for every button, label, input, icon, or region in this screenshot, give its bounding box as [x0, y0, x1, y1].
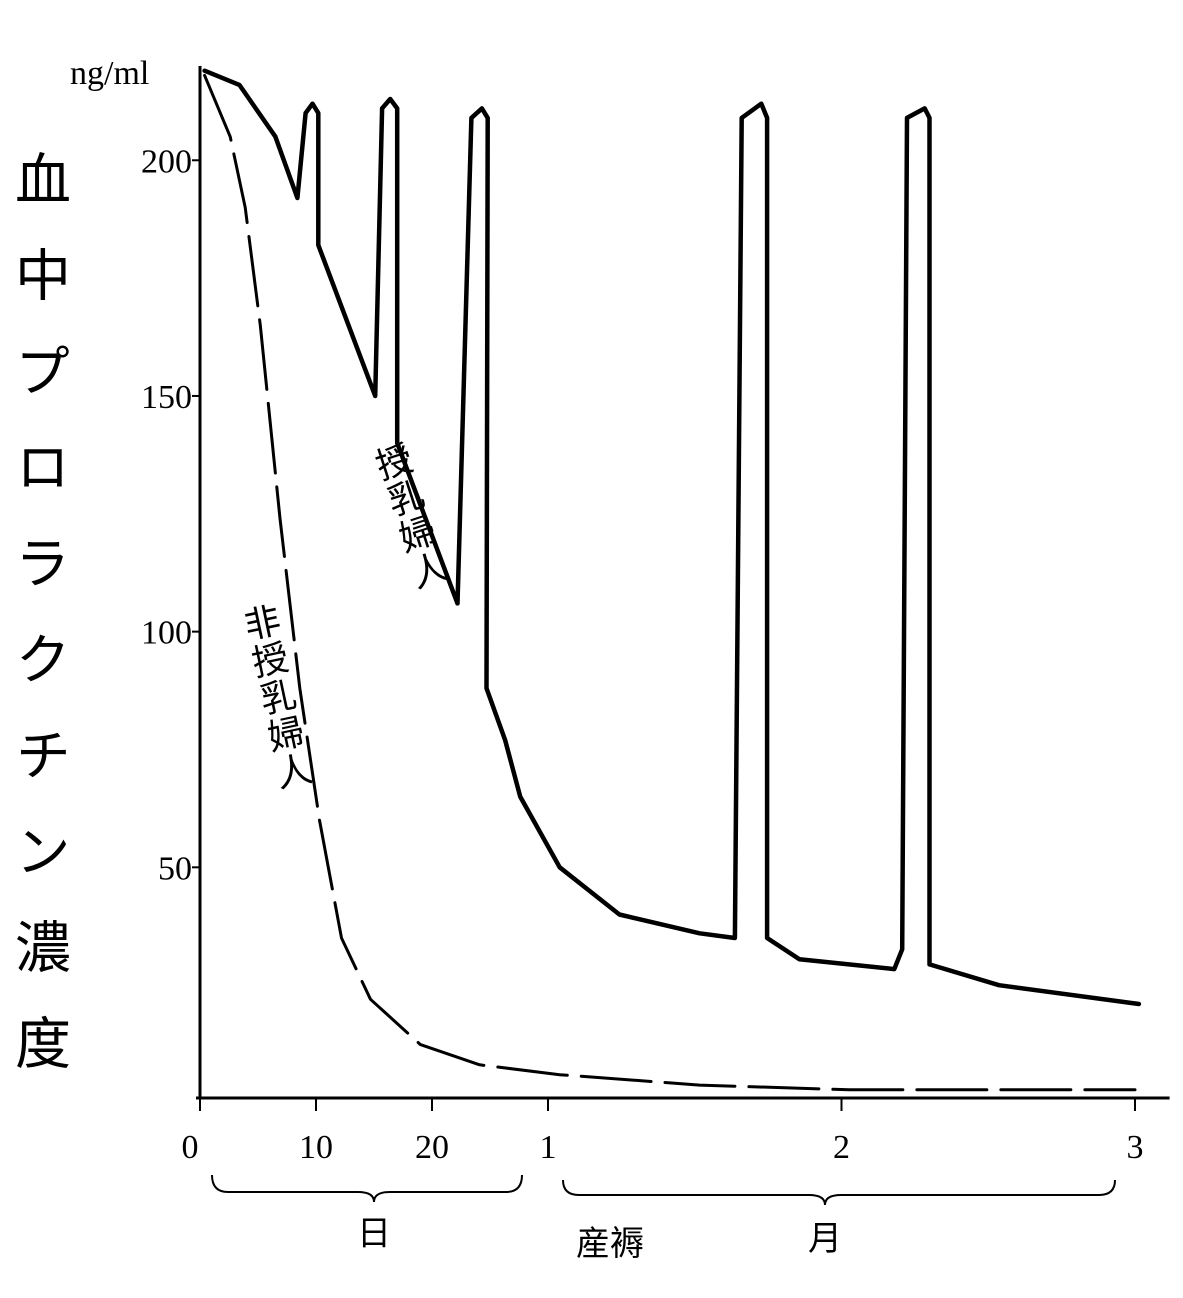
x-group-label: 月: [808, 1219, 842, 1259]
x-group-label: 日: [357, 1214, 391, 1254]
y-tick-label: 50: [158, 850, 192, 887]
x-tick-label: 20: [415, 1129, 449, 1166]
line-series: [202, 68, 1142, 1007]
y-tick-label: 200: [141, 143, 192, 180]
brace: [562, 1179, 1116, 1206]
line-series: [203, 73, 1137, 1092]
y-tick-label: 100: [141, 615, 192, 652]
x-tick-label: 2: [833, 1129, 850, 1166]
series-label: 授乳婦人: [366, 439, 452, 596]
x-tick-label: 3: [1127, 1129, 1144, 1166]
y-unit: ng/ml: [70, 55, 149, 92]
x-tick-label: 10: [299, 1129, 333, 1166]
brace: [211, 1174, 523, 1203]
x-tick-label: 0: [182, 1129, 199, 1166]
y-axis-title: 血中プロラクチン濃度: [6, 150, 71, 1110]
x-group-label: 産褥: [576, 1224, 644, 1264]
x-tick-label: 1: [540, 1129, 557, 1166]
y-tick-label: 150: [141, 379, 192, 416]
